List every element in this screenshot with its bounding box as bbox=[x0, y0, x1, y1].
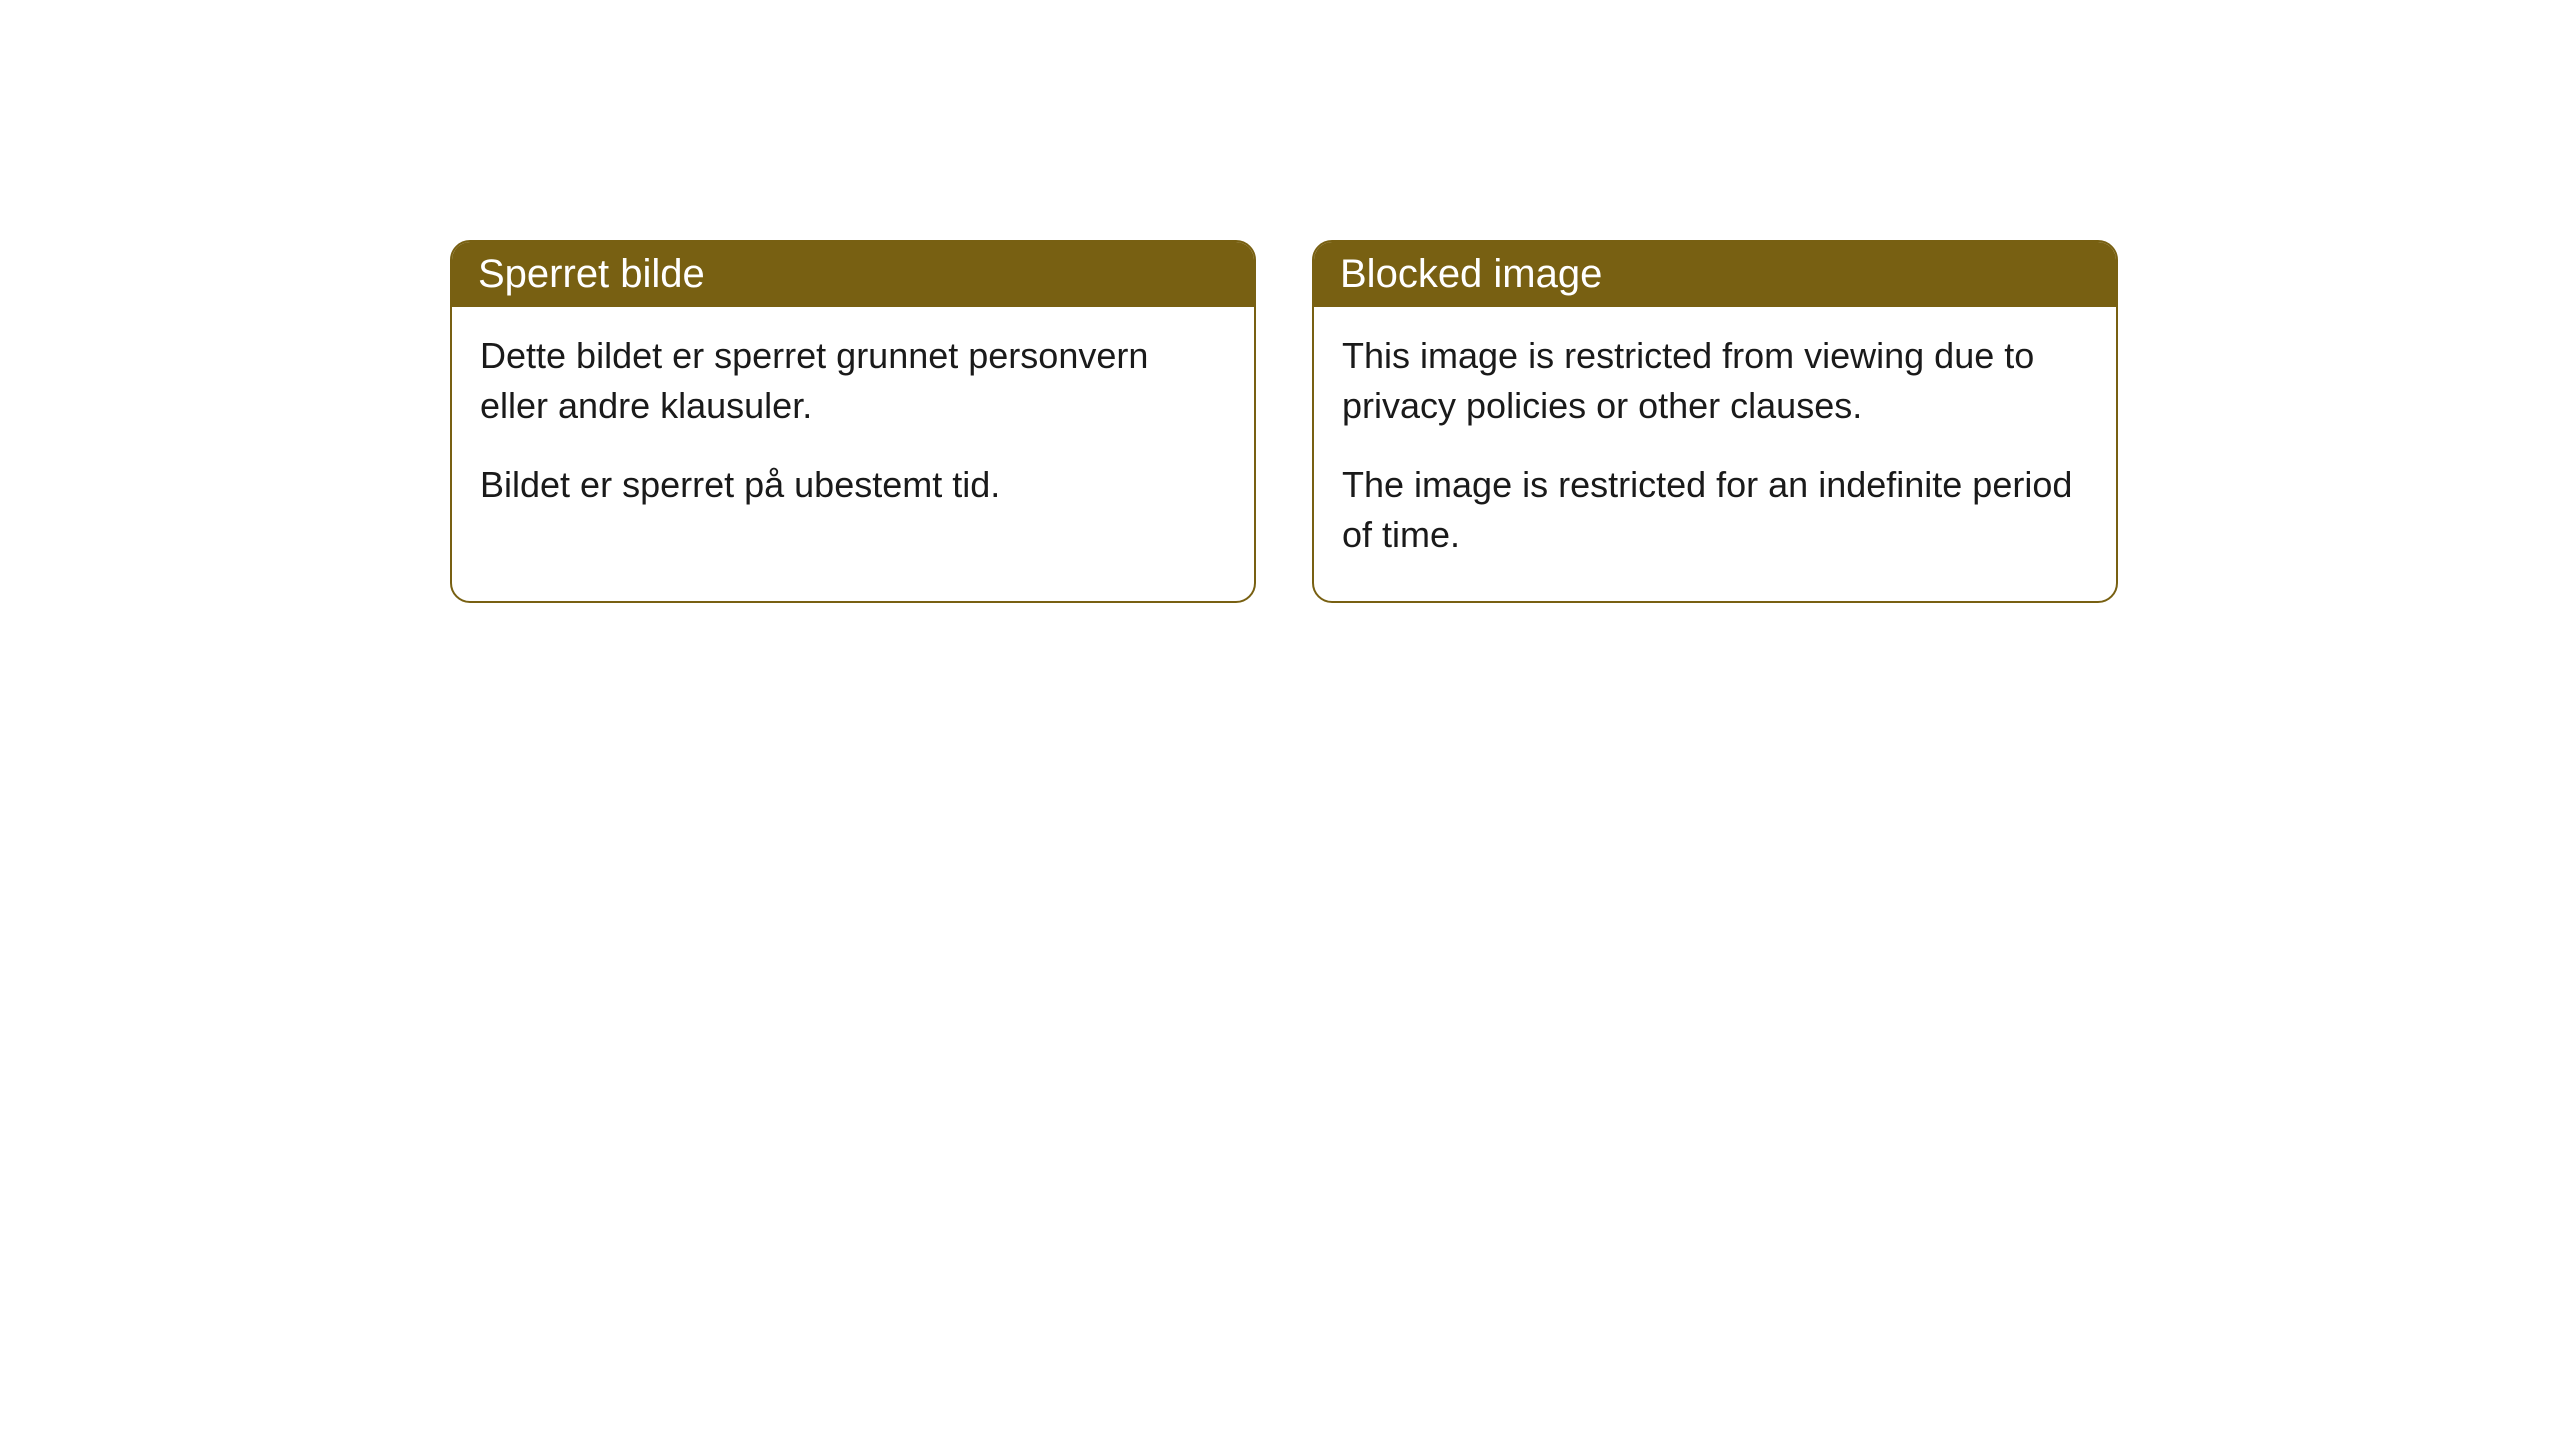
card-paragraph: This image is restricted from viewing du… bbox=[1342, 331, 2088, 432]
card-paragraph: Bildet er sperret på ubestemt tid. bbox=[480, 460, 1226, 510]
card-header: Sperret bilde bbox=[452, 242, 1254, 307]
blocked-image-card-no: Sperret bilde Dette bildet er sperret gr… bbox=[450, 240, 1256, 603]
card-body: This image is restricted from viewing du… bbox=[1314, 307, 2116, 601]
card-paragraph: The image is restricted for an indefinit… bbox=[1342, 460, 2088, 561]
card-paragraph: Dette bildet er sperret grunnet personve… bbox=[480, 331, 1226, 432]
notice-cards-container: Sperret bilde Dette bildet er sperret gr… bbox=[450, 240, 2560, 603]
card-body: Dette bildet er sperret grunnet personve… bbox=[452, 307, 1254, 550]
card-header: Blocked image bbox=[1314, 242, 2116, 307]
blocked-image-card-en: Blocked image This image is restricted f… bbox=[1312, 240, 2118, 603]
